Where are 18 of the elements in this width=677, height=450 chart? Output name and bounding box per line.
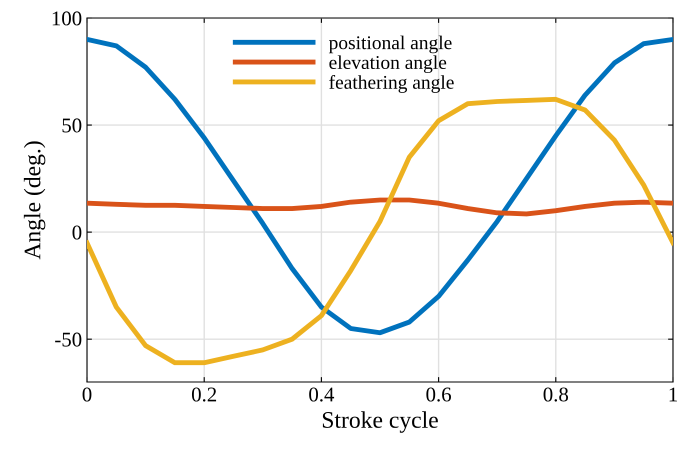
y-axis-title: Angle (deg.) — [24, 141, 46, 260]
x-tick-label: 0.6 — [426, 387, 451, 402]
y-tick-label: 100 — [52, 11, 82, 26]
x-tick-label: 0.2 — [192, 387, 216, 402]
line-series — [87, 96, 673, 366]
x-tick-label: 0 — [82, 387, 92, 402]
legend-label: positional angle — [328, 36, 452, 54]
x-tick-label: 0.4 — [309, 387, 334, 402]
y-tick-label: 50 — [62, 118, 82, 132]
line-series — [87, 198, 673, 216]
x-tick-label: 1 — [670, 388, 677, 402]
x-axis-title: Stroke cycle — [322, 411, 438, 433]
line-series — [87, 36, 673, 336]
y-tick-label: -50 — [55, 332, 82, 347]
legend-label: feathering angle — [329, 75, 454, 93]
legend-label: elevation angle — [329, 55, 446, 74]
y-tick-label: 0 — [72, 225, 82, 240]
x-tick-label: 0.8 — [544, 387, 568, 402]
